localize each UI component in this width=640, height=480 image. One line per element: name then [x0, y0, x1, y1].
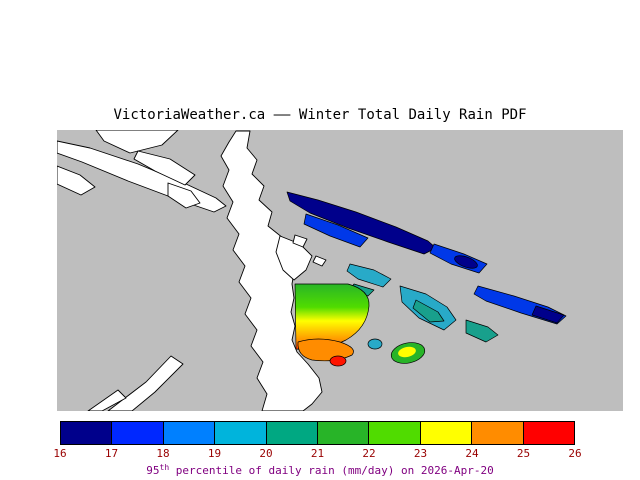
- colorbar-cell: [369, 422, 421, 444]
- rain-region-navy-long: [286, 191, 437, 255]
- colorbar-cell: [61, 422, 113, 444]
- rain-region-navy-tail: [531, 305, 565, 324]
- colorbar-tick-label: 23: [413, 447, 428, 460]
- coastline-inlet-2: [133, 150, 196, 186]
- rain-region-navy-core: [454, 255, 478, 269]
- colorbar-cell: [215, 422, 267, 444]
- rain-region-yellow-core: [398, 346, 416, 358]
- caption-prefix: 95: [146, 464, 160, 477]
- colorbar-tick-label: 26: [568, 447, 582, 460]
- colorbar-tick-label: 22: [362, 447, 376, 460]
- rain-region-teal-inner: [412, 299, 445, 323]
- colorbar-caption: 95th percentile of daily rain (mm/day) o…: [0, 461, 640, 477]
- colorbar-tick-label: 25: [516, 447, 531, 460]
- coastline-small-island-1: [292, 234, 308, 248]
- rain-region-cyan-1: [346, 263, 392, 288]
- page-title: VictoriaWeather.ca —— Winter Total Daily…: [113, 107, 527, 123]
- caption-superscript: th: [159, 463, 170, 472]
- colorbar-cell: [420, 422, 473, 444]
- colorbar-tick-label: 21: [310, 447, 325, 460]
- coastline-inlet-3: [167, 182, 201, 209]
- colorbar-cell: [318, 422, 370, 444]
- rain-region-red-spot: [329, 355, 347, 367]
- colorbar-cell: [266, 422, 319, 444]
- caption-rest: percentile of daily rain (mm/day) on 202…: [169, 464, 494, 477]
- colorbar-cell: [112, 422, 164, 444]
- colorbar-tick-label: 19: [207, 447, 222, 460]
- colorbar-tick-label: 17: [104, 447, 119, 460]
- coastline-main-landmass: [220, 130, 323, 411]
- rain-region-orange-blob: [297, 338, 354, 362]
- rain-region-blue-strip: [303, 213, 369, 248]
- coastline-top-wedge: [95, 130, 179, 154]
- colorbar-cell: [523, 422, 575, 444]
- colorbar-cell: [472, 422, 524, 444]
- coastline-bottom-strip-1: [107, 355, 184, 411]
- colorbar-cell: [163, 422, 216, 444]
- map-canvas: [57, 130, 623, 411]
- colorbar-ticks: 16 17 18 19 20 21 22 23 24 25 26: [51, 448, 584, 460]
- colorbar-tick-label: 24: [465, 447, 479, 460]
- colorbar-tick-label: 16: [53, 447, 67, 460]
- rain-region-teal-2: [465, 319, 499, 343]
- coastline-bottom-strip-2: [87, 389, 127, 411]
- colorbar: [60, 421, 575, 445]
- coastline-small-island-2: [312, 255, 327, 267]
- rain-region-cyan-dot: [367, 338, 383, 350]
- colorbar-tick-label: 18: [156, 447, 170, 460]
- colorbar-tick-label: 20: [259, 447, 273, 460]
- coastline-group: [57, 130, 327, 411]
- coastline-left-blob: [57, 165, 96, 196]
